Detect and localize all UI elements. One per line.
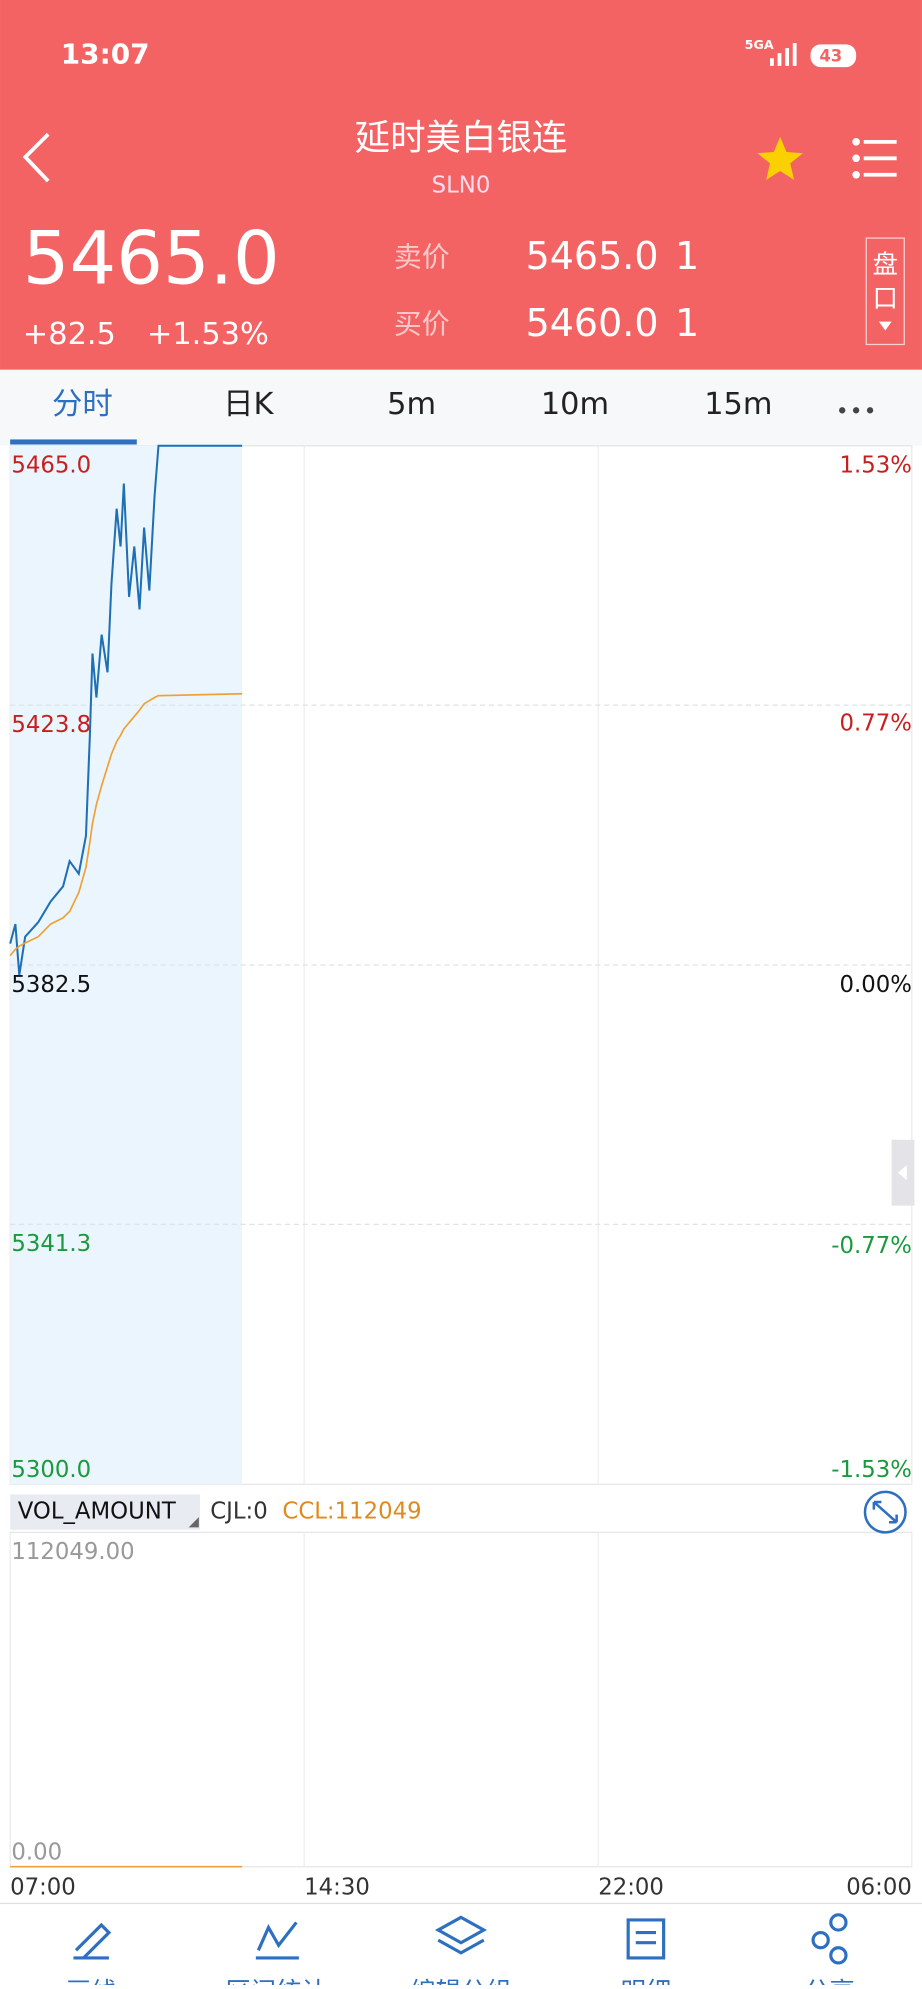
book-button-text: 盘 xyxy=(873,249,898,279)
y-tick-label: 5465.0 xyxy=(11,453,91,479)
change-pct: +1.53% xyxy=(147,317,269,352)
ask-price: 5465.0 xyxy=(526,234,659,278)
expand-icon xyxy=(872,1500,898,1524)
plot-frame xyxy=(9,1531,913,1868)
ccl: CCL:112049 xyxy=(282,1499,421,1525)
tabs-bg xyxy=(0,369,922,446)
y2-tick-label: -0.77% xyxy=(831,1233,912,1259)
nav-label[interactable]: 明细 xyxy=(621,1976,672,1989)
y-tick-label: 5423.8 xyxy=(11,712,91,738)
book-button[interactable] xyxy=(865,237,905,346)
favorite-star[interactable] xyxy=(757,136,803,180)
more-tabs[interactable] xyxy=(839,407,874,414)
y-tick-label: 5382.5 xyxy=(11,972,91,998)
nav-icons xyxy=(73,1913,848,1965)
book-button-text: 口 xyxy=(873,283,898,313)
nav-label[interactable]: 编辑分组 xyxy=(410,1976,511,1989)
tab[interactable]: 日K xyxy=(223,387,274,422)
battery-level: 43 xyxy=(819,46,842,65)
tab[interactable]: 分时 xyxy=(52,387,113,422)
x-tick-label: 14:30 xyxy=(304,1875,370,1901)
side-handle-arrow xyxy=(897,1165,907,1181)
y2-tick-label: 0.00% xyxy=(839,972,911,998)
nav-label[interactable]: 区间统计 xyxy=(225,1976,326,1989)
ask-label: 卖价 xyxy=(394,240,450,273)
bid-qty: 1 xyxy=(675,301,699,345)
bid-label: 买价 xyxy=(394,307,450,340)
signal-icon xyxy=(770,43,797,66)
cjl: CJL:0 xyxy=(210,1499,267,1525)
nav-label[interactable]: 分享 xyxy=(804,1976,855,1989)
network: 5GA xyxy=(745,37,774,52)
indicator-bg[interactable] xyxy=(10,1494,201,1530)
y2-tick-label: 0.77% xyxy=(839,710,911,736)
ask-qty: 1 xyxy=(675,234,699,278)
y2-tick-label: 1.53% xyxy=(839,453,911,479)
x-tick-label: 22:00 xyxy=(598,1875,664,1901)
y-tick-label: 112049.00 xyxy=(11,1539,134,1565)
book-arrow xyxy=(878,321,892,331)
back-button[interactable] xyxy=(22,132,50,183)
header-bg xyxy=(0,0,922,370)
y-tick-label: 5300.0 xyxy=(11,1457,91,1483)
nav-label[interactable]: 画线 xyxy=(66,1976,117,1989)
tab-underline xyxy=(10,439,137,445)
code: SLN0 xyxy=(432,173,491,199)
tab[interactable]: 15m xyxy=(704,387,772,422)
indicator-arrow xyxy=(188,1517,199,1528)
tab[interactable]: 5m xyxy=(387,387,436,422)
change: +82.5 xyxy=(23,317,116,352)
y-tick-label: 0.00 xyxy=(11,1839,62,1865)
last-price: 5465.0 xyxy=(23,216,280,301)
tab[interactable]: 10m xyxy=(541,387,609,422)
bid-price: 5460.0 xyxy=(526,301,659,345)
title: 延时美白银连 xyxy=(355,117,568,158)
y-tick-label: 5341.3 xyxy=(11,1231,91,1257)
menu-button[interactable] xyxy=(852,138,897,179)
status-time: 13:07 xyxy=(61,38,150,71)
series-line xyxy=(9,692,243,957)
battery xyxy=(810,44,857,68)
y2-tick-label: -1.53% xyxy=(831,1457,912,1483)
x-tick-label: 07:00 xyxy=(10,1875,76,1901)
series-line xyxy=(9,444,243,976)
x-tick-label: 06:00 xyxy=(846,1875,912,1901)
expand-button[interactable] xyxy=(863,1490,907,1534)
indicator-name: VOL_AMOUNT xyxy=(18,1499,176,1525)
